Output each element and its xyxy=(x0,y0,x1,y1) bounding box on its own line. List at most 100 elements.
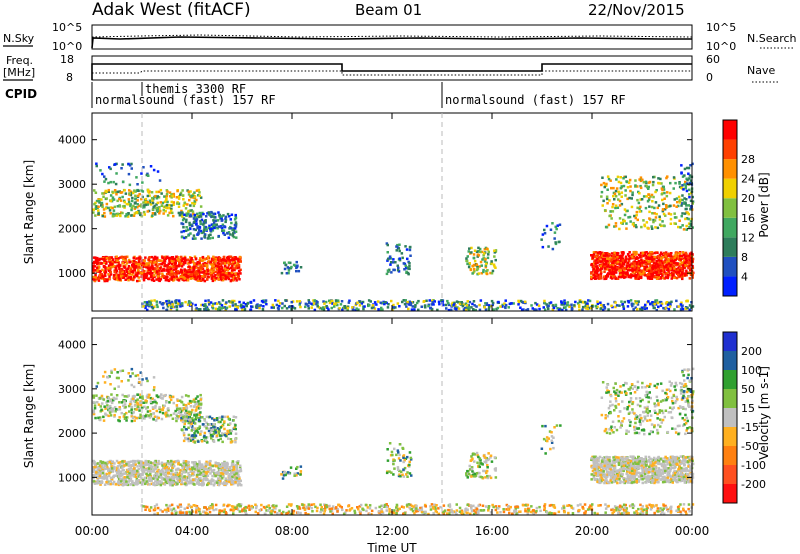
power-echo-cell xyxy=(633,253,637,257)
power-echo-cell xyxy=(611,261,614,265)
power-echo-cell xyxy=(327,308,330,311)
power-echo-cell xyxy=(685,177,688,180)
velocity-echo-cell xyxy=(188,467,192,471)
power-echo-cell xyxy=(175,275,178,278)
power-echo-cell xyxy=(479,250,482,254)
power-echo-cell xyxy=(465,308,468,312)
power-echo-cell xyxy=(97,279,101,282)
power-echo-cell xyxy=(151,214,154,217)
power-echo-cell xyxy=(115,162,118,166)
velocity-echo-cell xyxy=(221,466,224,469)
power-echo-cell xyxy=(216,265,220,268)
power-echo-cell xyxy=(619,260,622,263)
velocity-echo-cell xyxy=(207,468,211,472)
power-echo-cell xyxy=(204,225,208,229)
velocity-echo-cell xyxy=(231,469,235,472)
power-echo-cell xyxy=(665,272,669,275)
power-echo-cell xyxy=(660,187,664,190)
power-echo-cell xyxy=(261,308,265,311)
power-echo-cell xyxy=(170,193,173,196)
power-echo-cell xyxy=(645,254,648,258)
power-echo-cell xyxy=(147,209,151,213)
power-echo-cell xyxy=(221,306,225,309)
velocity-echo-cell xyxy=(151,461,154,465)
power-echo-cell xyxy=(485,302,489,305)
velocity-echo-cell xyxy=(218,477,222,481)
power-echo-cell xyxy=(481,258,484,261)
cpid-segment-1: normalsound (fast) 157 RF xyxy=(95,93,276,107)
velocity-echo-cell xyxy=(132,462,135,465)
power-echo-cell xyxy=(678,264,681,267)
power-echo-cell xyxy=(150,303,153,307)
power-echo-cell xyxy=(142,272,146,276)
power-echo-cell xyxy=(198,228,201,232)
power-echo-cell xyxy=(466,300,469,303)
power-echo-cell xyxy=(662,202,665,206)
power-echo-cell xyxy=(673,212,676,215)
power-echo-cell xyxy=(180,262,183,266)
power-echo-cell xyxy=(688,256,691,260)
power-echo-cell xyxy=(232,256,236,259)
power-echo-cell xyxy=(659,275,662,279)
power-echo-cell xyxy=(224,220,227,224)
power-echo-cell xyxy=(225,268,228,271)
power-echo-cell xyxy=(216,266,219,270)
power-echo-cell xyxy=(358,304,362,307)
power-echo-cell xyxy=(121,195,124,199)
power-echo-cell xyxy=(661,273,665,276)
velocity-echo-cell xyxy=(193,463,196,466)
power-echo-cell xyxy=(224,259,228,263)
velocity-echo-cell xyxy=(117,461,120,464)
power-echo-cell xyxy=(115,214,119,217)
power-echo-cell xyxy=(168,257,171,260)
power-echo-cell xyxy=(348,299,351,302)
power-echo-cell xyxy=(677,195,681,199)
power-echo-cell xyxy=(113,214,116,217)
power-echo-cell xyxy=(117,274,120,277)
power-echo-cell xyxy=(483,248,487,251)
velocity-echo-cell xyxy=(213,482,216,485)
power-echo-cell xyxy=(666,260,669,264)
power-echo-cell xyxy=(654,190,657,194)
power-echo-cell xyxy=(184,236,188,239)
power-echo-cell xyxy=(205,257,208,260)
power-echo-cell xyxy=(661,262,664,265)
velocity-echo-cell xyxy=(174,474,178,477)
power-echo-cell xyxy=(143,269,146,273)
power-echo-cell xyxy=(649,251,652,254)
power-echo-cell xyxy=(129,190,133,193)
power-echo-cell xyxy=(341,306,345,310)
power-echo-cell xyxy=(203,258,207,261)
power-echo-cell xyxy=(226,232,229,235)
power-echo-cell xyxy=(157,190,161,194)
power-echo-cell xyxy=(127,162,130,166)
power-echo-cell xyxy=(603,185,606,189)
power-echo-cell xyxy=(523,300,527,304)
power-echo-cell xyxy=(148,199,152,202)
power-echo-cell xyxy=(616,277,620,280)
power-echo-cell xyxy=(625,180,628,183)
velocity-echo-cell xyxy=(216,464,220,467)
power-echo-cell xyxy=(326,306,329,309)
power-echo-cell xyxy=(551,222,554,225)
power-echo-cell xyxy=(103,261,106,265)
power-echo-cell xyxy=(188,260,191,264)
cpid-label: CPID xyxy=(5,87,37,101)
power-echo-cell xyxy=(672,204,676,207)
velocity-echo-cell xyxy=(235,479,238,482)
nave-label: Nave xyxy=(747,64,775,77)
power-echo-cell xyxy=(655,273,658,277)
power-echo-cell xyxy=(586,304,589,307)
power-echo-cell xyxy=(157,259,161,262)
power-echo-cell xyxy=(687,204,690,207)
power-echo-cell xyxy=(584,300,587,304)
power-echo-cell xyxy=(631,223,635,226)
velocity-echo-cell xyxy=(126,463,130,466)
power-echo-cell xyxy=(274,299,277,302)
power-echo-cell xyxy=(233,231,236,234)
power-echo-cell xyxy=(150,278,154,282)
power-echo-cell xyxy=(146,194,150,198)
power-echo-cell xyxy=(667,270,670,273)
power-echo-cell xyxy=(144,256,147,259)
power-echo-cell xyxy=(192,237,196,240)
